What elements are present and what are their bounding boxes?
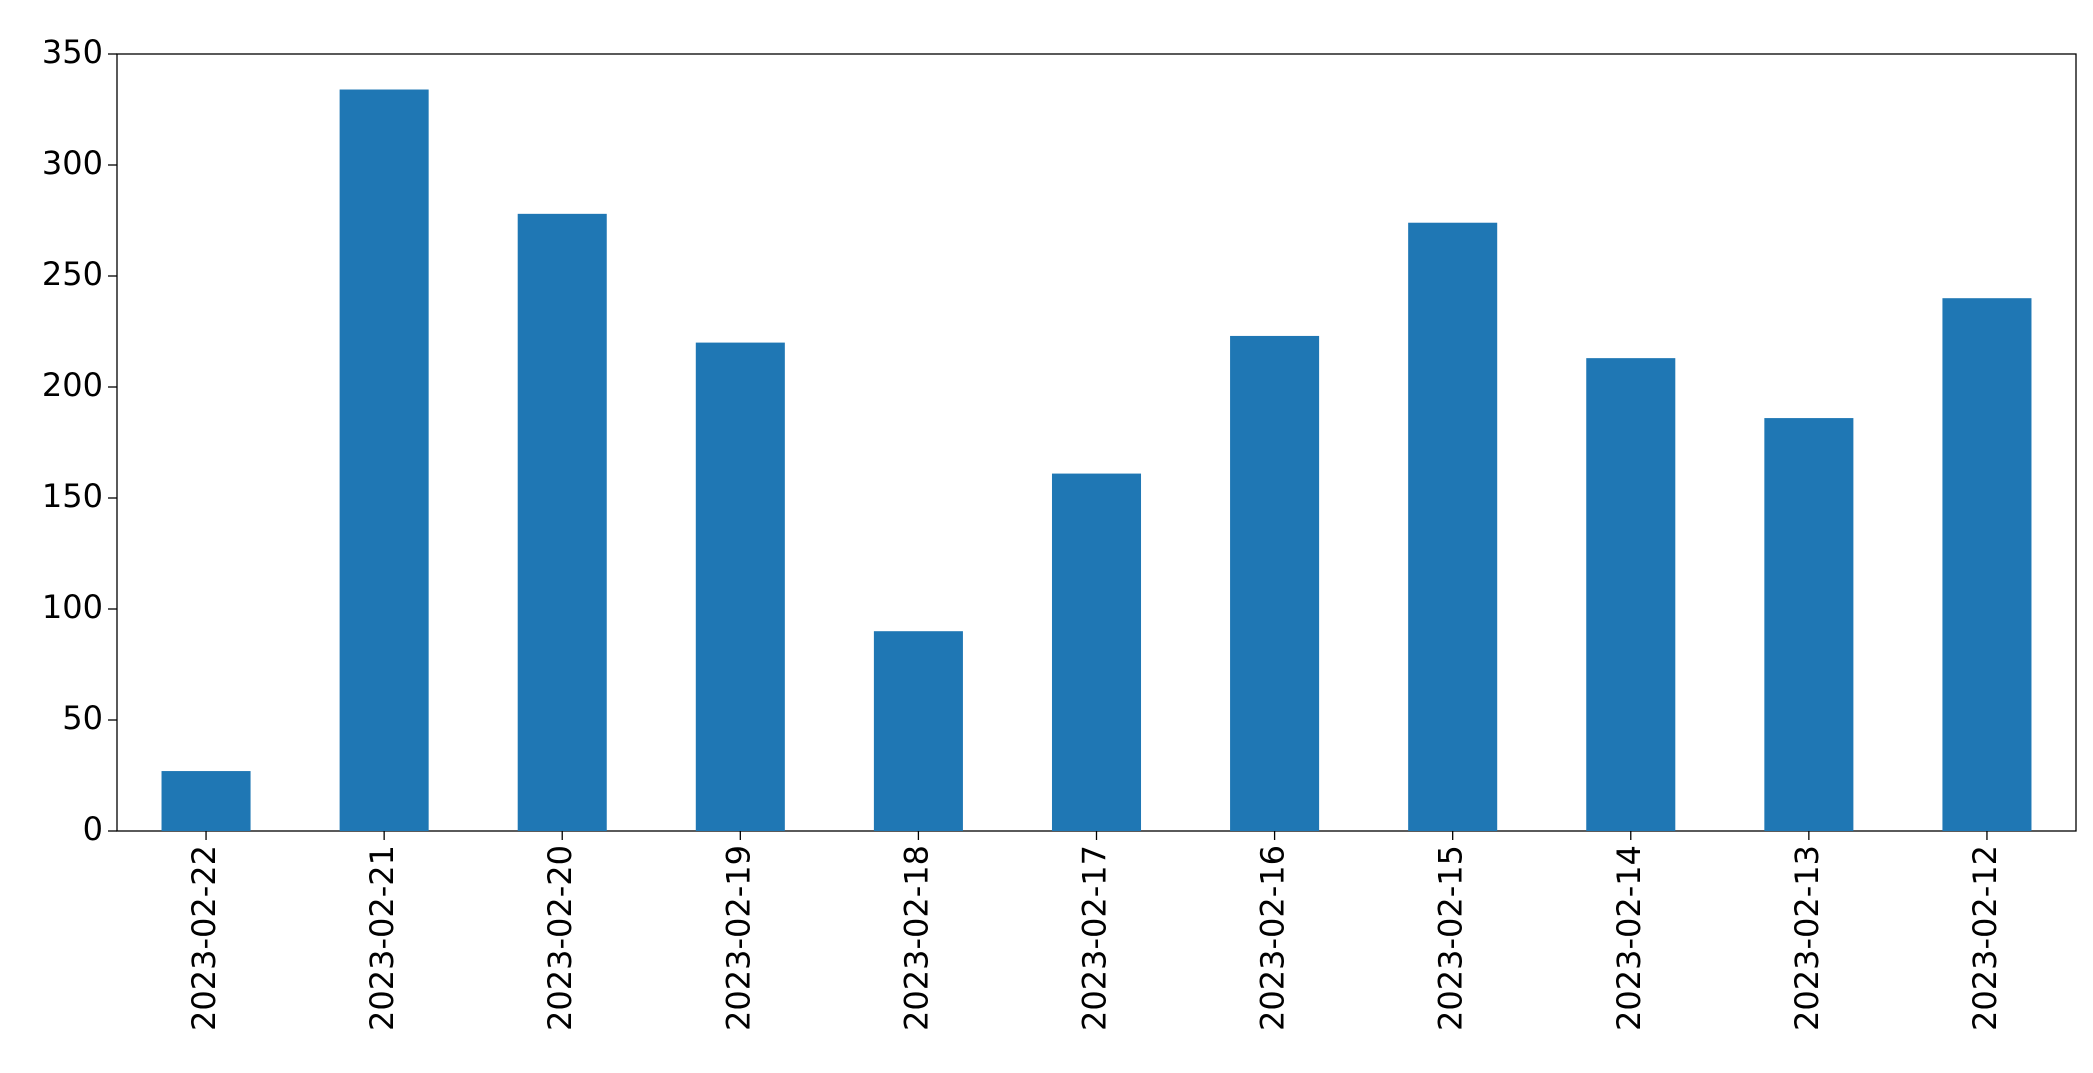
bar (695, 342, 785, 831)
y-tick-label: 350 (42, 33, 103, 71)
bar (873, 631, 963, 831)
bar (517, 213, 607, 832)
x-tick-label: 2023-02-14 (1610, 845, 1648, 1031)
y-tick-label: 0 (83, 810, 103, 848)
x-tick-label: 2023-02-20 (541, 845, 579, 1031)
x-tick-label: 2023-02-22 (185, 845, 223, 1031)
x-tick-label: 2023-02-18 (897, 845, 935, 1031)
y-tick-label: 150 (42, 477, 103, 515)
x-tick-label: 2023-02-13 (1788, 845, 1826, 1031)
bar (1586, 358, 1676, 831)
bar (1764, 418, 1854, 831)
bar (1942, 298, 2032, 831)
y-tick-label: 200 (42, 366, 103, 404)
x-tick-label: 2023-02-17 (1076, 845, 1114, 1031)
x-tick-label: 2023-02-15 (1432, 845, 1470, 1031)
y-tick-label: 250 (42, 255, 103, 293)
x-tick-label: 2023-02-16 (1254, 845, 1292, 1031)
bar (161, 771, 251, 831)
bar (1230, 335, 1320, 831)
bar (1051, 473, 1142, 831)
y-tick-label: 100 (42, 588, 103, 626)
x-tick-label: 2023-02-19 (719, 845, 757, 1031)
x-tick-label: 2023-02-12 (1966, 845, 2004, 1031)
y-tick-label: 50 (62, 699, 103, 737)
x-tick-label: 2023-02-21 (363, 845, 401, 1031)
bar (1408, 222, 1498, 832)
y-tick-label: 300 (42, 144, 103, 182)
bar (339, 89, 429, 831)
